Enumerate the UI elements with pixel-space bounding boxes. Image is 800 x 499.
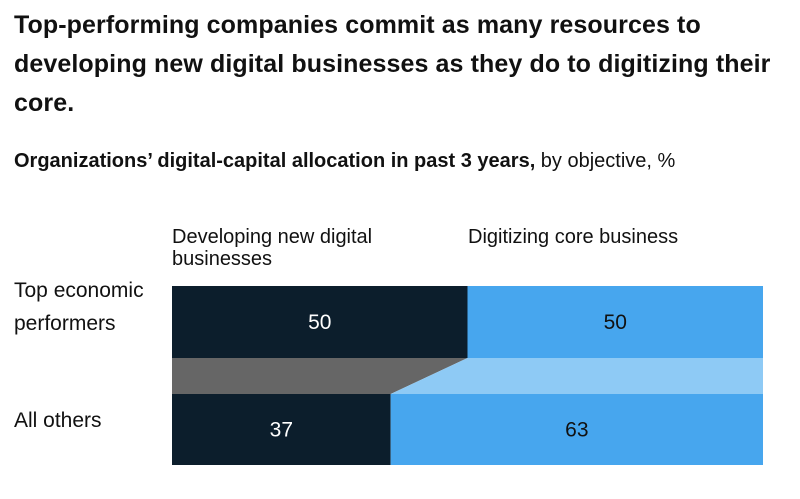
- bar-developing-row-1: [172, 286, 468, 358]
- value-label-developing-row-1: 50: [308, 311, 331, 334]
- value-label-digitizing-row-1: 50: [604, 311, 627, 334]
- value-label-developing-row-2: 37: [270, 419, 293, 442]
- bar-digitizing-row-1: [467, 286, 763, 358]
- subtitle-bold: Organizations’ digital-capital allocatio…: [14, 150, 536, 172]
- chart-subtitle: Organizations’ digital-capital allocatio…: [14, 148, 784, 174]
- category-label-row-1: Top economic performers: [14, 279, 144, 335]
- bar-digitizing-row-2: [390, 394, 763, 465]
- legend-label-developing: Developing new digital businesses: [172, 226, 372, 270]
- legend-label-digitizing: Digitizing core business: [468, 226, 678, 248]
- category-label-row-2: All others: [14, 409, 102, 432]
- connector-band-developing: [172, 358, 468, 394]
- connector-band-digitizing: [390, 358, 763, 394]
- subtitle-regular: by objective, %: [535, 150, 676, 172]
- chart-headline: Top-performing companies commit as many …: [14, 11, 771, 117]
- value-label-digitizing-row-2: 63: [565, 419, 588, 442]
- bar-developing-row-2: [172, 394, 391, 465]
